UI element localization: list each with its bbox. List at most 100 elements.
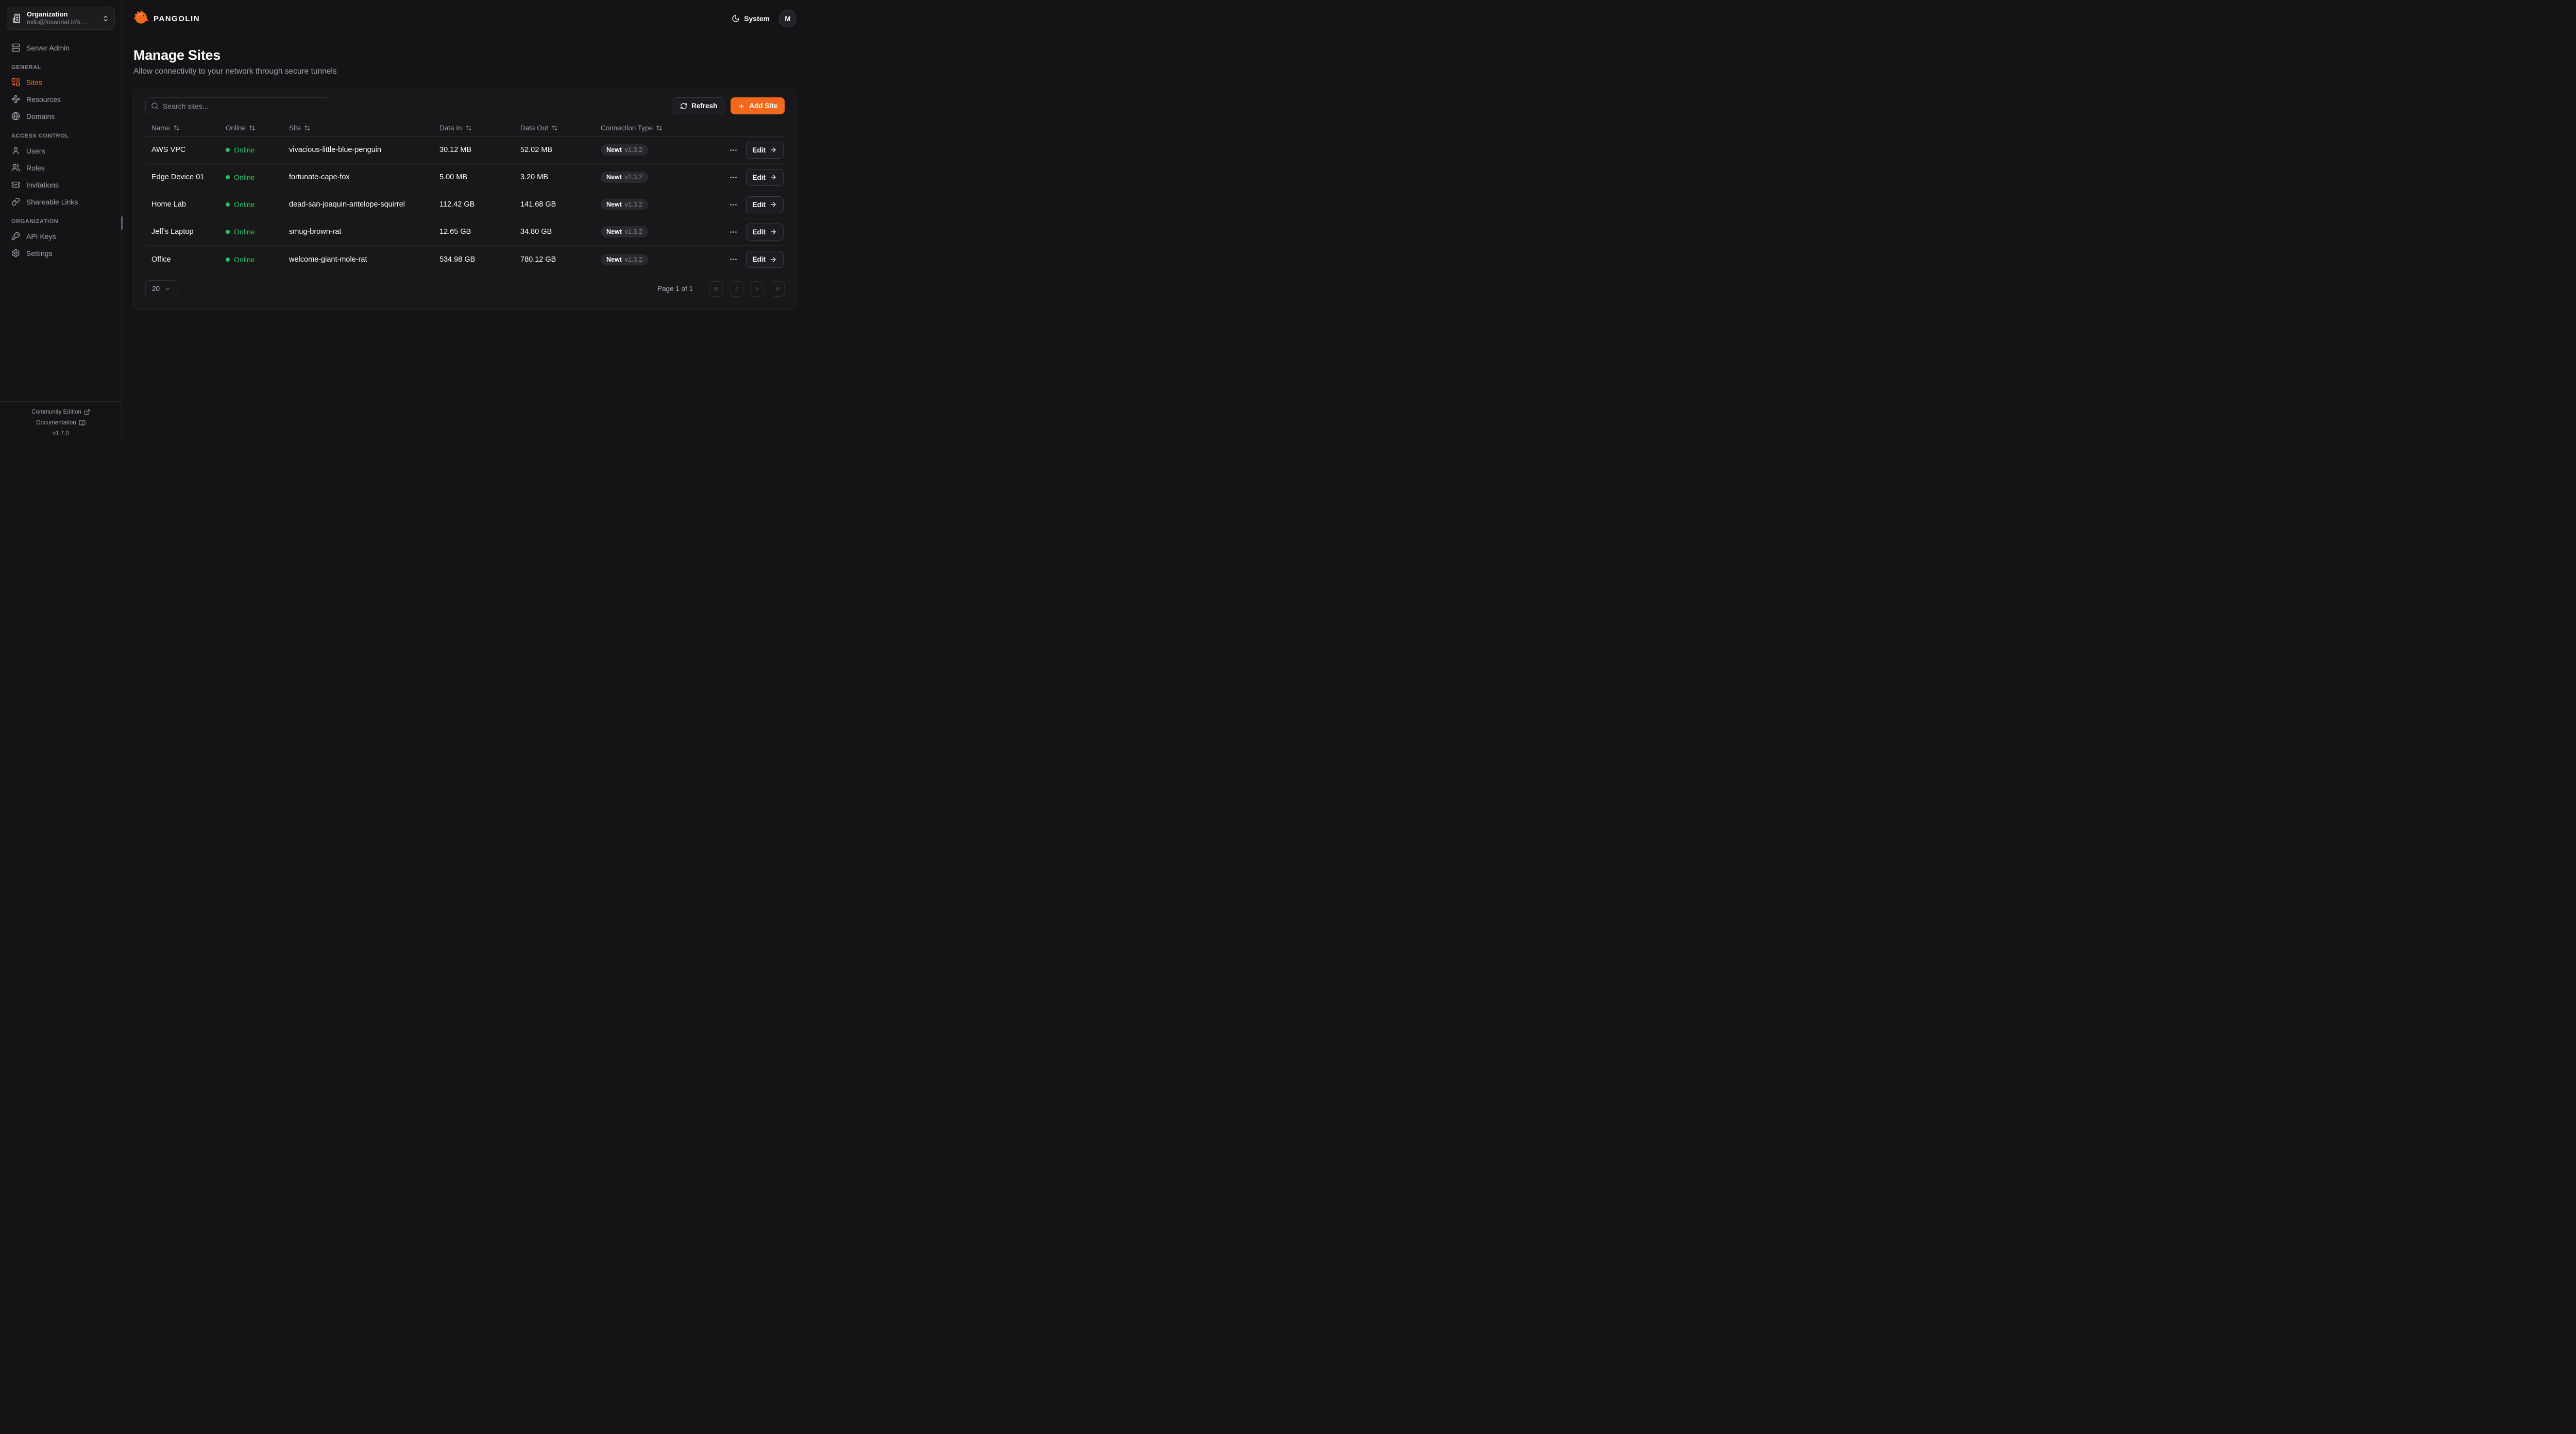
theme-toggle-button[interactable]: System bbox=[732, 14, 770, 23]
sidebar-item-label: Resources bbox=[26, 95, 61, 104]
column-header-name[interactable]: Name bbox=[145, 124, 226, 132]
row-menu-button[interactable] bbox=[729, 200, 738, 209]
next-page-button[interactable] bbox=[750, 281, 764, 297]
app-version: v1.7.0 bbox=[53, 431, 69, 437]
page-size-select[interactable]: 20 bbox=[145, 280, 177, 297]
data-out-cell: 3.20 MB bbox=[520, 173, 548, 181]
previous-page-button[interactable] bbox=[730, 281, 743, 297]
toolbar-actions: Refresh Add Site bbox=[672, 97, 785, 114]
sidebar-item-sites[interactable]: Sites bbox=[7, 74, 114, 91]
sidebar-item-users[interactable]: Users bbox=[7, 142, 114, 159]
data-out-cell: 52.02 MB bbox=[520, 146, 553, 154]
sites-card: Refresh Add Site Name bbox=[133, 89, 796, 310]
connection-type-name: Newt bbox=[606, 174, 622, 181]
documentation-link[interactable]: Documentation bbox=[36, 420, 86, 426]
section-heading-general: GENERAL bbox=[11, 64, 41, 71]
column-header-data-in[interactable]: Data In bbox=[439, 124, 520, 132]
last-page-button[interactable] bbox=[771, 281, 785, 297]
building-icon bbox=[12, 13, 22, 23]
sidebar-resize-handle[interactable] bbox=[121, 216, 123, 230]
community-edition-link[interactable]: Community Edition bbox=[31, 409, 90, 415]
org-selector[interactable]: Organization milo@fossorial.io's ... bbox=[7, 7, 115, 30]
edit-label: Edit bbox=[752, 228, 766, 236]
column-header-online[interactable]: Online bbox=[226, 124, 289, 132]
data-out-cell: 780.12 GB bbox=[520, 255, 556, 264]
column-header-site[interactable]: Site bbox=[289, 124, 439, 132]
org-label: Organization bbox=[27, 10, 68, 18]
site-name-cell: AWS VPC bbox=[151, 146, 186, 154]
table-row: Home Lab Online dead-san-joaquin-antelop… bbox=[145, 191, 785, 218]
add-site-button[interactable]: Add Site bbox=[731, 97, 785, 114]
online-dot-icon bbox=[226, 202, 230, 207]
sidebar-item-server-admin[interactable]: Server Admin bbox=[7, 39, 114, 56]
combine-icon bbox=[11, 78, 20, 87]
edit-button[interactable]: Edit bbox=[745, 196, 784, 213]
first-page-button[interactable] bbox=[709, 281, 723, 297]
sidebar-item-api-keys[interactable]: API Keys bbox=[7, 228, 114, 245]
connection-type-version: v1.3.2 bbox=[624, 146, 642, 153]
pangolin-logo-icon bbox=[133, 10, 149, 28]
edit-button[interactable]: Edit bbox=[745, 168, 784, 186]
documentation-label: Documentation bbox=[36, 420, 76, 426]
sidebar-item-shareable-links[interactable]: Shareable Links bbox=[7, 193, 114, 210]
edit-button[interactable]: Edit bbox=[745, 251, 784, 268]
search-input[interactable] bbox=[163, 101, 324, 110]
brand: PANGOLIN bbox=[133, 10, 200, 28]
connection-type-badge: Newt v1.3.2 bbox=[601, 253, 648, 265]
row-menu-button[interactable] bbox=[729, 146, 738, 155]
connection-type-name: Newt bbox=[606, 228, 622, 235]
status-label: Online bbox=[234, 146, 255, 154]
edit-button[interactable]: Edit bbox=[745, 223, 784, 241]
edit-label: Edit bbox=[752, 255, 766, 263]
refresh-label: Refresh bbox=[691, 102, 718, 110]
sidebar-item-domains[interactable]: Domains bbox=[7, 108, 114, 125]
row-menu-button[interactable] bbox=[729, 255, 738, 264]
column-label: Data Out bbox=[520, 124, 549, 132]
app-window: Organization milo@fossorial.io's ... Ser… bbox=[0, 0, 808, 443]
edit-button[interactable]: Edit bbox=[745, 141, 784, 159]
sort-icon bbox=[304, 125, 311, 131]
add-site-label: Add Site bbox=[749, 102, 777, 110]
column-header-connection-type[interactable]: Connection Type bbox=[601, 124, 716, 132]
user-icon bbox=[11, 146, 20, 155]
site-slug-cell: smug-brown-rat bbox=[289, 228, 342, 236]
sidebar-item-label: Settings bbox=[26, 249, 53, 258]
gear-icon bbox=[11, 249, 20, 258]
sidebar-item-settings[interactable]: Settings bbox=[7, 245, 114, 262]
book-open-icon bbox=[79, 420, 86, 426]
sidebar-item-label: Server Admin bbox=[26, 43, 70, 52]
status-badge: Online bbox=[226, 173, 289, 181]
sidebar-item-label: Invitations bbox=[26, 180, 59, 189]
sidebar-item-label: API Keys bbox=[26, 232, 56, 241]
page-subtitle: Allow connectivity to your network throu… bbox=[133, 67, 337, 76]
column-header-data-out[interactable]: Data Out bbox=[520, 124, 601, 132]
connection-type-name: Newt bbox=[606, 201, 622, 208]
column-label: Data In bbox=[439, 124, 462, 132]
refresh-button[interactable]: Refresh bbox=[672, 97, 725, 114]
table-row: AWS VPC Online vivacious-little-blue-pen… bbox=[145, 136, 785, 164]
community-edition-label: Community Edition bbox=[31, 408, 81, 415]
edit-label: Edit bbox=[752, 146, 766, 154]
sidebar-item-invitations[interactable]: Invitations bbox=[7, 176, 114, 193]
connection-type-version: v1.3.2 bbox=[624, 228, 642, 235]
ticket-check-icon bbox=[11, 180, 20, 189]
column-label: Site bbox=[289, 124, 301, 132]
pagination: 20 Page 1 of 1 bbox=[145, 280, 785, 297]
sidebar-footer: Community Edition Documentation v1.7.0 bbox=[0, 401, 122, 443]
online-dot-icon bbox=[226, 148, 230, 152]
plus-icon bbox=[738, 103, 745, 110]
sidebar-item-roles[interactable]: Roles bbox=[7, 159, 114, 176]
connection-type-version: v1.3.2 bbox=[624, 201, 642, 208]
sidebar: Organization milo@fossorial.io's ... Ser… bbox=[0, 0, 123, 443]
sidebar-item-resources[interactable]: Resources bbox=[7, 91, 114, 108]
connection-type-name: Newt bbox=[606, 255, 622, 263]
external-link-icon bbox=[84, 409, 90, 415]
section-heading-organization: ORGANIZATION bbox=[11, 218, 59, 225]
refresh-icon bbox=[680, 103, 687, 110]
row-menu-button[interactable] bbox=[729, 173, 738, 182]
avatar[interactable]: M bbox=[779, 10, 796, 27]
chevrons-up-down-icon bbox=[102, 15, 109, 22]
edit-label: Edit bbox=[752, 173, 766, 181]
main-content: PANGOLIN System M Manage Sites Allow con… bbox=[122, 0, 808, 443]
row-menu-button[interactable] bbox=[729, 228, 738, 236]
